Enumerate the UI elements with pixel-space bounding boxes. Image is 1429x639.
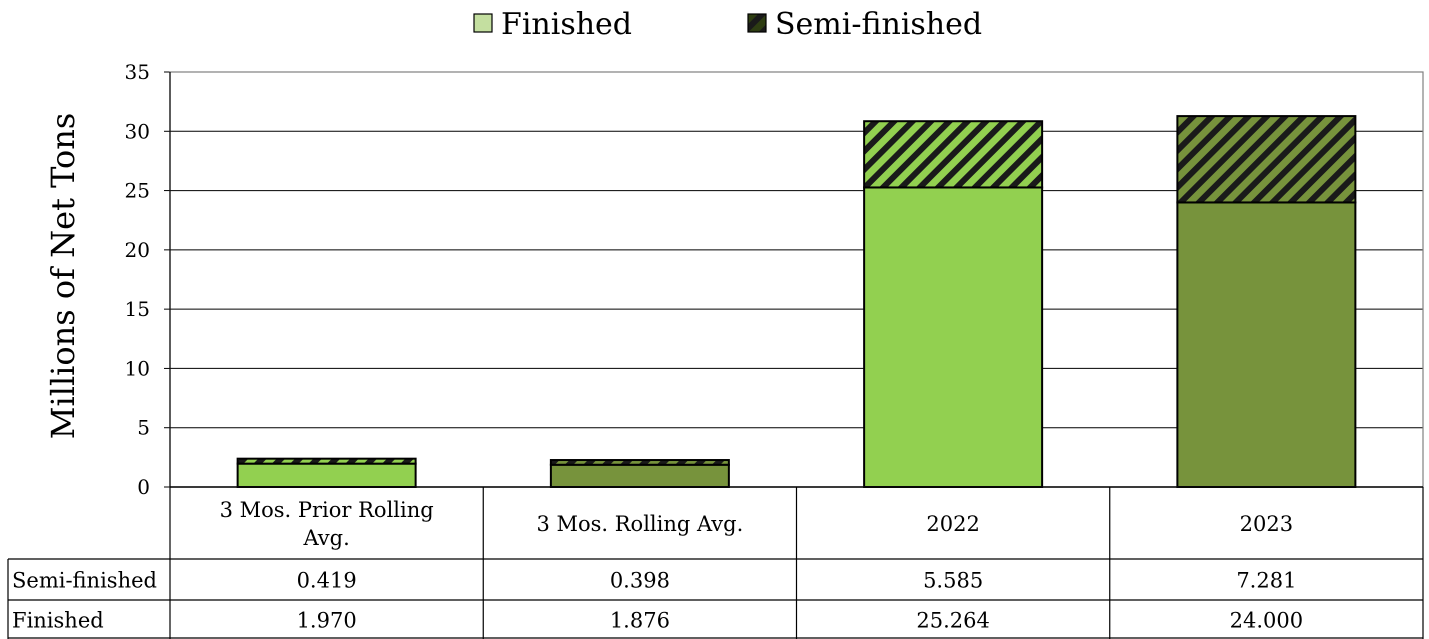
bar-semi-finished-0 [236, 457, 417, 465]
legend: Finished Semi-finished [473, 7, 982, 42]
data-label-0-3: 7.281 [1236, 569, 1296, 593]
y-tick-label: 35 [125, 60, 150, 84]
legend-swatch-0 [473, 13, 493, 33]
category-label-1: 3 Mos. Rolling Avg. [536, 512, 743, 536]
bar-semi-finished-3 [1176, 115, 1357, 204]
y-tick-label: 0 [137, 475, 150, 499]
table-row-label-1: Finished [12, 609, 104, 633]
legend-swatch-1 [747, 13, 767, 33]
y-tick-label: 25 [125, 179, 150, 203]
y-tick-label: 20 [125, 238, 150, 262]
y-tick-label: 15 [125, 297, 150, 321]
bar-semi-finished-1 [549, 459, 730, 466]
bar-finished-3 [1176, 201, 1357, 489]
y-axis-label: Millions of Net Tons [44, 113, 82, 440]
data-label-1-0: 1.970 [297, 609, 357, 633]
bar-finished-1 [549, 463, 730, 489]
category-label-2: 2022 [926, 512, 979, 536]
data-label-1-3: 24.000 [1230, 609, 1303, 633]
data-table: 3 Mos. Prior Rolling Avg. 3 Mos. Rolling A… [7, 487, 1424, 639]
data-label-0-0: 0.419 [297, 569, 357, 593]
category-label-0: 3 Mos. Prior Rolling Avg. [220, 498, 434, 550]
data-label-0-1: 0.398 [610, 569, 670, 593]
legend-label-1: Semi-finished [775, 7, 982, 42]
bars [236, 115, 1357, 489]
y-tick-label: 30 [125, 119, 150, 143]
legend-label-0: Finished [501, 7, 632, 42]
category-label-3: 2023 [1240, 512, 1293, 536]
bar-finished-0 [236, 462, 417, 488]
data-label-0-2: 5.585 [923, 569, 983, 593]
y-tick-label: 5 [137, 416, 150, 440]
y-tick-label: 10 [125, 356, 150, 380]
data-label-1-1: 1.876 [610, 609, 670, 633]
data-label-1-2: 25.264 [916, 609, 989, 633]
table-row-label-0: Semi-finished [12, 569, 157, 593]
bar-semi-finished-2 [863, 120, 1044, 189]
bar-finished-2 [863, 186, 1044, 489]
